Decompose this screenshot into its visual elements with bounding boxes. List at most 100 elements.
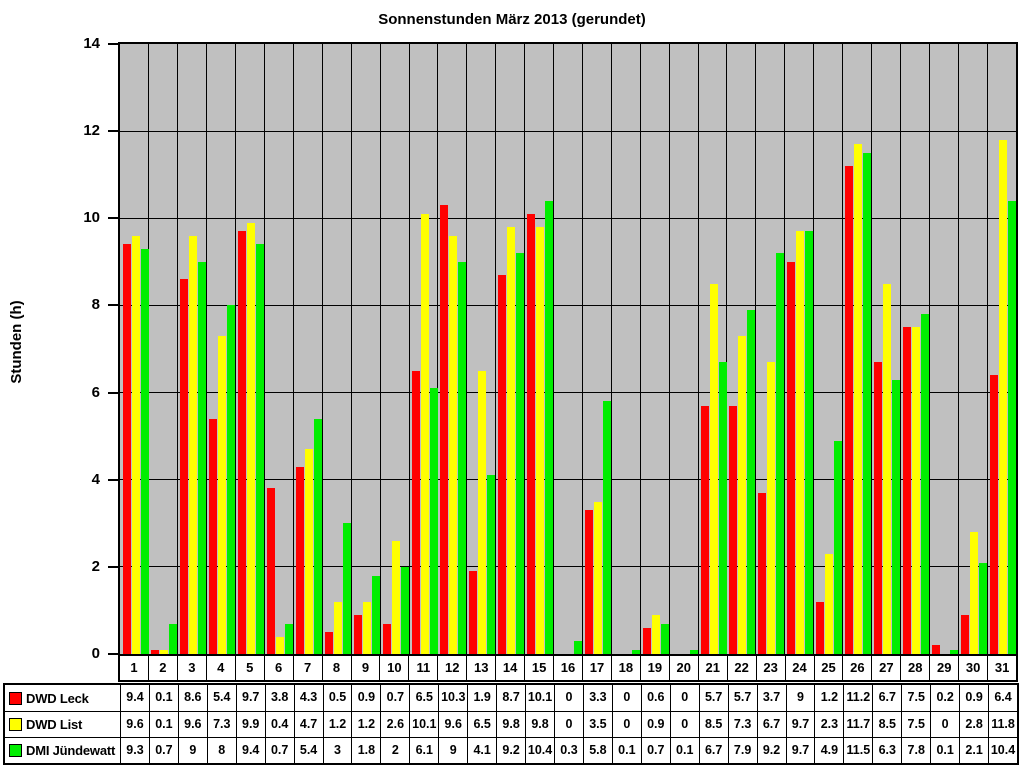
bar-dwd-list-day-21 — [709, 283, 718, 654]
vertical-gridline — [495, 44, 497, 654]
legend-cell-dwd-leck: DWD Leck — [5, 685, 120, 711]
vertical-gridline — [842, 44, 844, 654]
value-dwd-list-day-1: 9.6 — [120, 711, 149, 737]
value-dwd-leck-day-5: 9.7 — [235, 685, 265, 711]
horizontal-gridline — [120, 566, 1016, 568]
bar-dwd-leck-day-5 — [238, 231, 247, 654]
bar-dmi-j-ndewatt-day-15 — [545, 200, 554, 654]
y-tick-mark — [108, 217, 118, 220]
value-dmi-j-ndewatt-day-20: 0.1 — [669, 737, 699, 763]
bar-dmi-j-ndewatt-day-29 — [949, 649, 958, 654]
vertical-gridline — [437, 44, 439, 654]
horizontal-gridline — [120, 217, 1016, 219]
bar-dwd-list-day-30 — [969, 532, 978, 654]
vertical-gridline — [986, 44, 988, 654]
value-dmi-j-ndewatt-day-15: 10.4 — [525, 737, 555, 763]
value-dwd-list-day-15: 9.8 — [525, 711, 555, 737]
vertical-gridline — [206, 44, 208, 654]
bar-dmi-j-ndewatt-day-7 — [313, 418, 322, 654]
horizontal-gridline — [120, 392, 1016, 394]
legend-label-dmi-j-ndewatt: DMI Jündewatt — [26, 743, 116, 758]
bar-dmi-j-ndewatt-day-23 — [776, 253, 785, 654]
bar-dmi-j-ndewatt-day-12 — [458, 261, 467, 654]
y-tick-mark — [108, 478, 118, 481]
bar-dwd-leck-day-19 — [642, 627, 651, 654]
day-label-20: 20 — [668, 656, 698, 680]
bar-dmi-j-ndewatt-day-31 — [1007, 200, 1016, 654]
value-dmi-j-ndewatt-day-24: 9.7 — [785, 737, 815, 763]
value-dwd-leck-day-11: 6.5 — [409, 685, 438, 711]
y-tick-mark — [108, 653, 118, 655]
day-label-5: 5 — [234, 656, 264, 680]
vertical-gridline — [553, 44, 555, 654]
value-dmi-j-ndewatt-day-28: 7.8 — [901, 737, 931, 763]
bar-dmi-j-ndewatt-day-10 — [400, 566, 409, 654]
vertical-gridline — [697, 44, 699, 654]
bar-dwd-list-day-19 — [651, 614, 660, 654]
vertical-gridline — [784, 44, 786, 654]
value-dwd-list-day-6: 0.4 — [264, 711, 294, 737]
bar-dwd-list-day-28 — [911, 327, 920, 654]
value-dmi-j-ndewatt-day-19: 0.7 — [640, 737, 670, 763]
value-dwd-leck-day-6: 3.8 — [264, 685, 294, 711]
value-dmi-j-ndewatt-day-18: 0.1 — [611, 737, 641, 763]
bar-dmi-j-ndewatt-day-28 — [920, 314, 929, 654]
bar-dwd-leck-day-28 — [902, 327, 911, 654]
y-tick-label-2: 2 — [91, 557, 100, 575]
vertical-gridline — [668, 44, 670, 654]
value-dwd-list-day-16: 0 — [554, 711, 583, 737]
value-dwd-list-day-21: 8.5 — [698, 711, 728, 737]
day-label-10: 10 — [379, 656, 408, 680]
value-dwd-leck-day-16: 0 — [554, 685, 583, 711]
value-dwd-leck-day-31: 6.4 — [988, 685, 1017, 711]
vertical-gridline — [755, 44, 757, 654]
value-dwd-leck-day-23: 3.7 — [756, 685, 786, 711]
value-dwd-list-day-18: 0 — [611, 711, 641, 737]
value-dwd-list-day-3: 9.6 — [177, 711, 207, 737]
y-tick-mark — [108, 304, 118, 307]
bar-dmi-j-ndewatt-day-22 — [747, 309, 756, 654]
day-label-7: 7 — [292, 656, 322, 680]
bar-dmi-j-ndewatt-day-26 — [863, 152, 872, 654]
day-label-24: 24 — [784, 656, 814, 680]
bar-dwd-list-day-23 — [767, 362, 776, 654]
value-dmi-j-ndewatt-day-3: 9 — [177, 737, 207, 763]
value-dwd-list-day-4: 7.3 — [206, 711, 236, 737]
bar-dwd-list-day-7 — [304, 449, 313, 654]
value-dmi-j-ndewatt-day-12: 9 — [438, 737, 468, 763]
bar-dmi-j-ndewatt-day-4 — [227, 305, 236, 654]
bar-dmi-j-ndewatt-day-18 — [631, 649, 640, 654]
vertical-gridline — [321, 44, 323, 654]
bar-dmi-j-ndewatt-day-6 — [285, 623, 294, 654]
vertical-gridline — [870, 44, 872, 654]
value-dwd-list-day-10: 2.6 — [380, 711, 410, 737]
bar-dmi-j-ndewatt-day-11 — [429, 388, 438, 654]
bar-dwd-list-day-5 — [247, 222, 256, 654]
day-label-6: 6 — [263, 656, 293, 680]
bar-dwd-leck-day-22 — [729, 405, 738, 654]
value-dmi-j-ndewatt-day-31: 10.4 — [988, 737, 1017, 763]
bar-dwd-leck-day-12 — [440, 205, 449, 654]
day-label-17: 17 — [582, 656, 611, 680]
day-label-1: 1 — [130, 660, 138, 675]
value-dwd-list-day-9: 1.2 — [351, 711, 381, 737]
value-dmi-j-ndewatt-day-8: 3 — [322, 737, 352, 763]
value-dmi-j-ndewatt-day-17: 5.8 — [582, 737, 612, 763]
legend-label-dwd-leck: DWD Leck — [26, 690, 89, 706]
value-dwd-leck-day-8: 0.5 — [322, 685, 352, 711]
bar-dwd-leck-day-4 — [209, 418, 218, 654]
day-label-26: 26 — [842, 656, 871, 680]
bar-dwd-list-day-8 — [333, 601, 342, 654]
bar-dmi-j-ndewatt-day-20 — [689, 649, 698, 654]
value-dwd-list-day-29: 0 — [930, 711, 960, 737]
vertical-gridline — [235, 44, 237, 654]
bar-dmi-j-ndewatt-day-14 — [516, 253, 525, 654]
bar-dwd-leck-day-23 — [758, 492, 767, 654]
bar-dmi-j-ndewatt-day-21 — [718, 362, 727, 654]
value-dwd-list-day-23: 6.7 — [756, 711, 786, 737]
value-dwd-leck-day-1: 9.4 — [120, 685, 149, 711]
bar-dwd-leck-day-1 — [122, 244, 131, 654]
bar-dwd-list-day-1 — [131, 235, 140, 654]
legend-label-dwd-list: DWD List — [26, 717, 83, 732]
